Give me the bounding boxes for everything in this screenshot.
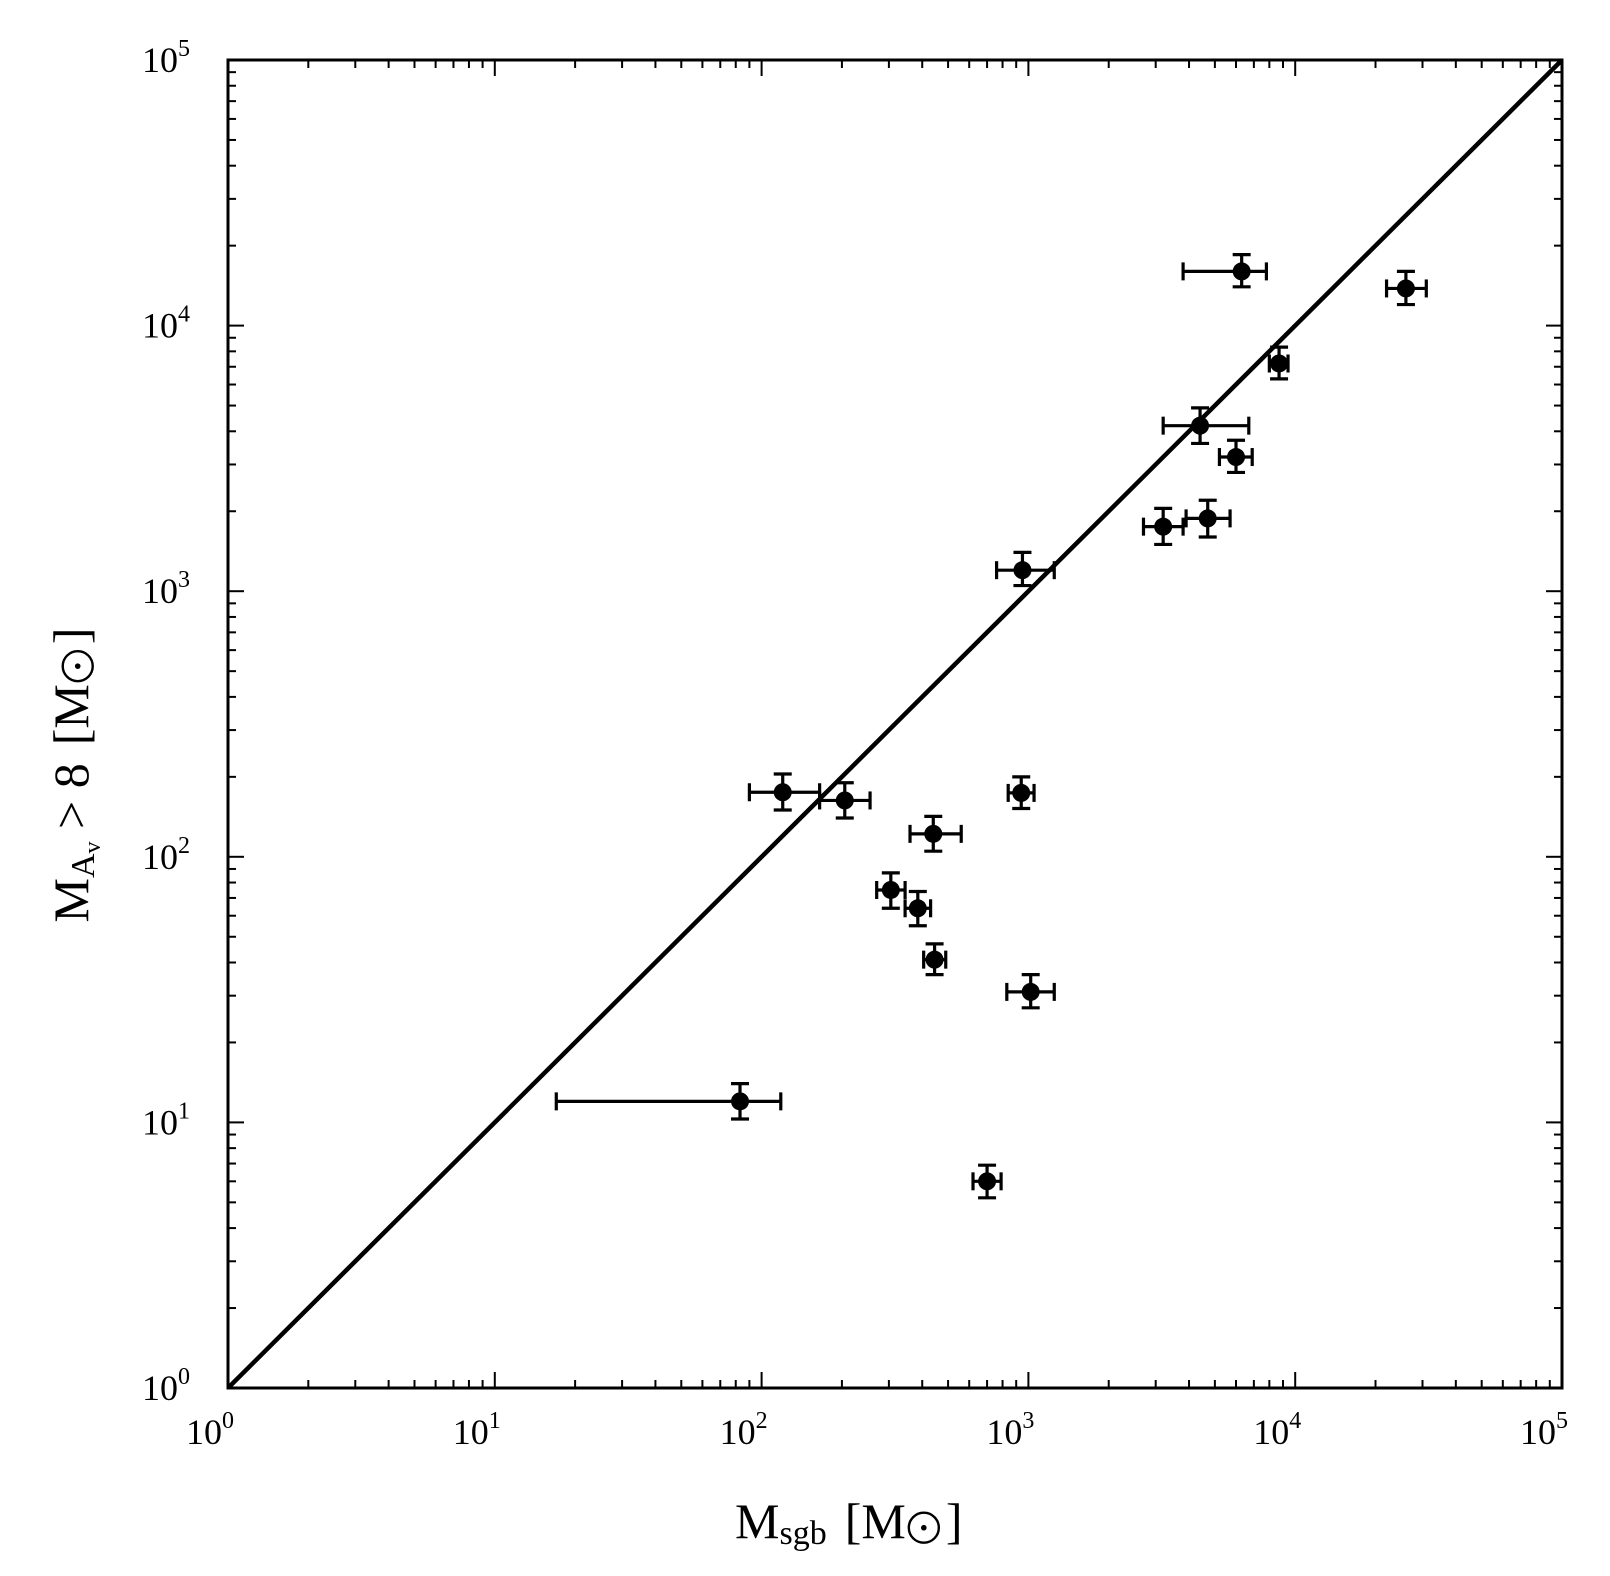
x-axis-label-unit-close: ]: [946, 1493, 963, 1549]
y-tick-label-base: 10: [142, 1368, 178, 1408]
sun-circle: [61, 649, 94, 683]
sun-circle: [907, 1511, 941, 1544]
data-point-group: [747, 772, 822, 812]
data-point: [925, 950, 944, 969]
x-tick-label: 101: [453, 1408, 501, 1452]
data-point: [1396, 279, 1415, 298]
x-tick-label-exp: 5: [1556, 1408, 1568, 1434]
x-tick-label: 105: [1520, 1408, 1568, 1452]
data-point: [835, 791, 854, 810]
sun-dot: [921, 1524, 927, 1531]
x-axis-label-unit-open: [M: [845, 1493, 906, 1549]
x-tick-label-exp: 4: [1289, 1408, 1301, 1434]
data-point-group: [908, 814, 963, 853]
x-tick-label-base: 10: [1520, 1412, 1556, 1452]
x-tick-label-base: 10: [720, 1412, 756, 1452]
x-tick-label: 104: [1253, 1408, 1301, 1452]
x-tick-label-exp: 3: [1022, 1408, 1034, 1434]
data-point: [1198, 509, 1217, 528]
y-axis-label-sub: A: [65, 853, 102, 878]
data-point-group: [922, 942, 948, 977]
x-tick-labels: 100 101 102 103 104 105: [186, 1408, 1568, 1452]
data-point-group: [971, 1163, 1003, 1200]
y-tick-label: 104: [142, 302, 190, 346]
y-axis-label-main: M: [43, 878, 99, 922]
y-tick-label-exp: 5: [178, 36, 190, 62]
y-tick-label-exp: 0: [178, 1364, 190, 1390]
y-tick-label-base: 10: [142, 306, 178, 346]
data-point: [1227, 448, 1246, 467]
y-tick-label-exp: 4: [178, 302, 190, 328]
reference-line-layer: [226, 58, 1564, 1390]
data-point-group: [1161, 406, 1251, 446]
sun-dot: [74, 663, 81, 669]
data-point-group: [1005, 973, 1056, 1010]
y-tick-label-base: 10: [142, 571, 178, 611]
y-tick-label-base: 10: [142, 40, 178, 80]
data-point: [978, 1172, 997, 1191]
one-to-one-line: [226, 58, 1564, 1390]
data-point: [1021, 982, 1040, 1001]
data-point: [1270, 354, 1289, 373]
data-point: [1012, 783, 1031, 802]
y-axis-label-unit-open: [M: [43, 684, 99, 745]
sun-symbol-icon: [61, 649, 94, 683]
y-tick-label: 101: [142, 1098, 190, 1142]
y-axis-label-rest: > 8: [43, 763, 99, 841]
y-axis-label-unit-close: ]: [43, 628, 99, 645]
y-tick-label-base: 10: [142, 1102, 178, 1142]
y-tick-label: 100: [142, 1364, 190, 1408]
data-point-group: [554, 1081, 783, 1121]
x-tick-label-exp: 1: [489, 1408, 501, 1434]
data-point-group: [995, 550, 1056, 588]
x-tick-label: 103: [986, 1408, 1034, 1452]
y-tick-label: 105: [142, 36, 190, 80]
y-tick-label-exp: 3: [178, 567, 190, 593]
data-point-group: [875, 871, 907, 910]
data-point-group: [1006, 775, 1036, 811]
data-point-group: [1217, 438, 1254, 475]
data-points-layer: [554, 253, 1428, 1200]
x-tick-label: 100: [186, 1408, 234, 1452]
data-point: [1232, 262, 1251, 281]
data-point: [731, 1092, 750, 1111]
x-tick-label-base: 10: [453, 1412, 489, 1452]
y-axis-label: MAv > 8 [M]: [43, 628, 106, 923]
x-tick-label-exp: 0: [222, 1408, 234, 1434]
data-point-group: [1384, 269, 1428, 307]
data-point-group: [1141, 506, 1185, 547]
data-point-group: [818, 781, 872, 820]
x-tick-label-base: 10: [186, 1412, 222, 1452]
data-point-group: [1184, 498, 1232, 539]
y-tick-label: 103: [142, 567, 190, 611]
x-tick-label-base: 10: [1253, 1412, 1289, 1452]
data-point: [1013, 561, 1032, 580]
data-point: [773, 783, 792, 802]
data-point: [924, 824, 943, 843]
y-tick-label-exp: 1: [178, 1098, 190, 1124]
y-tick-label-base: 10: [142, 837, 178, 877]
y-axis-label-subsub: v: [80, 841, 106, 853]
x-tick-label: 102: [720, 1408, 768, 1452]
y-tick-label-exp: 2: [178, 833, 190, 859]
data-point: [881, 880, 900, 899]
y-tick-label: 102: [142, 833, 190, 877]
data-point-group: [1181, 253, 1269, 289]
data-point-group: [903, 889, 933, 928]
data-point: [908, 899, 927, 918]
x-tick-label-exp: 2: [756, 1408, 768, 1434]
plot-frame: [226, 58, 1564, 1390]
data-point-group: [1267, 345, 1290, 381]
x-axis-label: Msgb [M]: [735, 1493, 962, 1552]
sun-symbol-icon: [907, 1511, 941, 1544]
x-axis-label-main: M: [735, 1493, 779, 1549]
data-point: [1191, 416, 1210, 435]
data-point: [1154, 517, 1173, 536]
x-axis-label-sub: sgb: [779, 1515, 826, 1552]
x-tick-label-base: 10: [986, 1412, 1022, 1452]
